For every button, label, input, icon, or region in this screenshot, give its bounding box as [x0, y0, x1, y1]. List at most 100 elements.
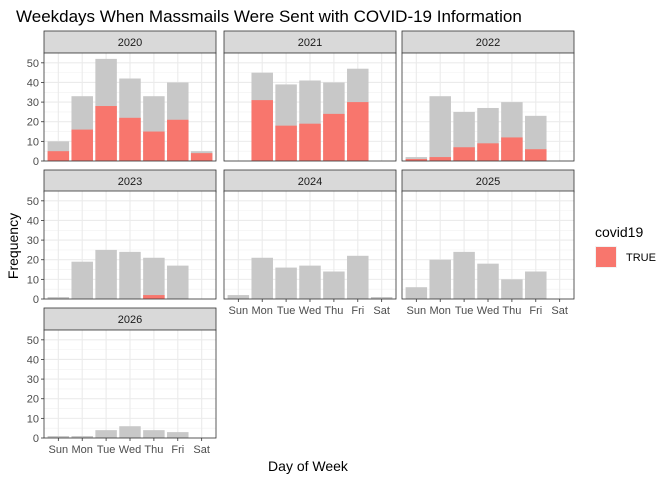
legend-label-true: TRUE: [626, 252, 656, 264]
bar-total-2025-tue: [453, 251, 475, 299]
bar-total-2023-sun: [47, 297, 70, 299]
x-tick-label-sat: Sat: [193, 444, 210, 456]
facet-strip-label: 2023: [118, 176, 142, 188]
y-tick-label: 0: [33, 294, 39, 306]
x-tick-label-wed: Wed: [477, 305, 499, 317]
y-tick-label: 20: [27, 255, 39, 267]
y-tick-label: 10: [27, 274, 39, 286]
y-tick-label: 40: [27, 77, 39, 89]
y-tick-label: 50: [27, 196, 39, 208]
bar-covid-2020-sat: [190, 153, 213, 161]
x-tick-label-fri: Fri: [351, 305, 364, 317]
y-tick-label: 50: [27, 335, 39, 347]
x-tick-label-sat: Sat: [373, 305, 390, 317]
x-tick-label-sat: Sat: [551, 305, 568, 317]
y-tick-label: 20: [27, 117, 39, 129]
bar-covid-2023-thu: [143, 295, 165, 299]
bar-total-2024-fri: [347, 255, 369, 299]
bar-covid-2022-wed: [477, 143, 499, 161]
bar-total-2025-thu: [501, 279, 523, 299]
bar-covid-2020-wed: [119, 117, 141, 161]
chart-title: Weekdays When Massmails Were Sent with C…: [16, 7, 522, 26]
x-tick-label-sun: Sun: [229, 305, 249, 317]
bar-covid-2022-fri: [525, 149, 547, 161]
y-tick-label: 30: [27, 374, 39, 386]
y-tick-label: 10: [27, 413, 39, 425]
bar-total-2026-sun: [47, 436, 70, 438]
facet-panels: 2020 0 10 20 30 40 50 2021 2022 2023 0 10 20 30 40 50 20…: [27, 30, 575, 456]
x-tick-label-tue: Tue: [277, 305, 296, 317]
y-tick-label: 0: [33, 156, 39, 168]
facet-strip-label: 2022: [476, 37, 500, 49]
facet-strip-label: 2026: [118, 314, 142, 326]
y-tick-label: 40: [27, 354, 39, 366]
x-tick-label-fri: Fri: [171, 444, 184, 456]
x-tick-label-mon: Mon: [72, 444, 93, 456]
bar-covid-2022-mon: [429, 157, 451, 161]
bar-covid-2020-thu: [143, 131, 165, 161]
bar-total-2025-fri: [525, 271, 547, 299]
bar-covid-2022-sun: [405, 159, 428, 161]
bar-covid-2020-fri: [167, 119, 189, 161]
bar-total-2025-sun: [405, 287, 428, 299]
x-tick-label-wed: Wed: [119, 444, 141, 456]
x-tick-label-thu: Thu: [502, 305, 521, 317]
bar-covid-2021-fri: [347, 102, 369, 161]
legend-title: covid19: [595, 224, 643, 240]
y-tick-label: 20: [27, 394, 39, 406]
facet-panel-border: [401, 52, 575, 162]
legend-swatch-true: [596, 247, 616, 267]
y-axis-label: Frequency: [5, 213, 21, 279]
x-tick-label-sun: Sun: [407, 305, 427, 317]
y-tick-label: 0: [33, 433, 39, 445]
x-tick-label-mon: Mon: [430, 305, 451, 317]
bar-total-2023-thu: [143, 257, 165, 299]
bar-covid-2021-tue: [275, 125, 297, 161]
bar-total-2026-mon: [71, 436, 93, 438]
bar-covid-2022-thu: [501, 137, 523, 161]
bar-covid-2020-tue: [95, 106, 117, 161]
bar-covid-2020-mon: [71, 129, 93, 161]
facet-panel-border: [43, 190, 217, 300]
facet-strip-label: 2025: [476, 176, 500, 188]
bar-total-2025-mon: [429, 259, 451, 299]
bar-covid-2022-tue: [453, 147, 475, 161]
bar-total-2024-thu: [323, 271, 345, 299]
x-tick-label-tue: Tue: [455, 305, 474, 317]
bar-total-2023-fri: [167, 265, 189, 299]
x-tick-label-tue: Tue: [97, 444, 116, 456]
y-tick-label: 30: [27, 97, 39, 109]
bar-total-2024-mon: [251, 257, 273, 299]
x-tick-label-sun: Sun: [49, 444, 69, 456]
x-tick-label-thu: Thu: [324, 305, 343, 317]
legend: covid19 TRUE: [595, 224, 656, 268]
bar-total-2024-wed: [299, 265, 321, 299]
y-tick-label: 30: [27, 235, 39, 247]
bar-total-2024-tue: [275, 267, 297, 299]
x-tick-label-wed: Wed: [299, 305, 321, 317]
facet-strip-label: 2020: [118, 37, 142, 49]
bar-total-2024-sat: [370, 297, 393, 299]
x-tick-label-mon: Mon: [252, 305, 273, 317]
bar-total-2022-mon: [429, 96, 451, 161]
x-tick-label-thu: Thu: [144, 444, 163, 456]
bar-covid-2021-wed: [299, 123, 321, 161]
bar-total-2025-wed: [477, 263, 499, 299]
x-tick-label-fri: Fri: [529, 305, 542, 317]
facet-panel-border: [223, 52, 397, 162]
y-tick-label: 40: [27, 215, 39, 227]
facet-strip-label: 2024: [298, 176, 322, 188]
bar-total-2023-wed: [119, 251, 141, 299]
y-tick-label: 10: [27, 136, 39, 148]
x-axis-label: Day of Week: [268, 458, 349, 474]
bar-covid-2020-sun: [47, 151, 70, 161]
facet-panel-border: [43, 52, 217, 162]
bar-covid-2021-thu: [323, 113, 345, 161]
y-tick-label: 50: [27, 58, 39, 70]
bar-total-2023-tue: [95, 249, 117, 299]
bar-total-2026-thu: [143, 430, 165, 438]
bar-covid-2021-mon: [251, 100, 273, 161]
bar-total-2024-sun: [227, 295, 250, 299]
bar-total-2026-wed: [119, 426, 141, 438]
